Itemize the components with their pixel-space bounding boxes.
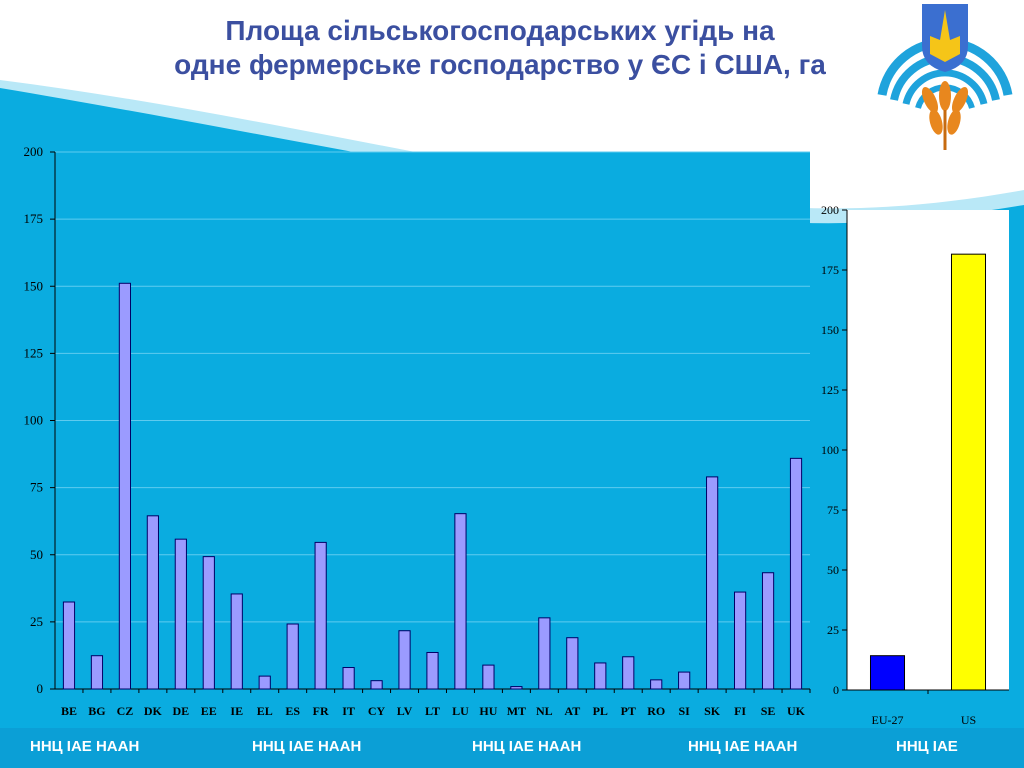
bar-nl	[538, 617, 551, 690]
y-tick-label: 200	[821, 203, 839, 217]
y-tick-label: 0	[833, 683, 839, 697]
x-tick-label: ES	[285, 704, 300, 718]
y-tick-label: 50	[827, 563, 839, 577]
x-tick-label: FR	[313, 704, 329, 718]
x-tick-label: SE	[761, 704, 776, 718]
bar-us	[950, 253, 987, 691]
footer-label: ННЦ ІАЕ НААН	[30, 738, 140, 755]
chart-title: Площа сільськогосподарських угідь на одн…	[60, 14, 940, 82]
x-tick-label: IE	[230, 704, 243, 718]
y-tick-label: 175	[821, 263, 839, 277]
bar-ro	[650, 679, 663, 690]
y-tick-label: 100	[24, 413, 44, 428]
bar-lt	[426, 651, 439, 690]
x-tick-label: HU	[479, 704, 497, 718]
footer-label: ННЦ ІАЕ НААН	[252, 738, 362, 755]
bar-bg	[90, 655, 104, 690]
footer-label: ННЦ ІАЕ	[896, 738, 958, 755]
x-tick-label: LU	[452, 704, 469, 718]
bar-mt	[510, 686, 523, 690]
x-tick-label: BE	[61, 704, 77, 718]
bar-el	[258, 675, 271, 690]
x-tick-label: FI	[734, 704, 746, 718]
footer-label: ННЦ ІАЕ НААН	[688, 738, 798, 755]
y-tick-label: 200	[24, 144, 44, 159]
y-tick-labels: 0 25 50 75 100 125 150 175 200	[24, 144, 55, 696]
bar-lv	[398, 630, 411, 690]
x-tick-label: BG	[88, 704, 105, 718]
x-tick-label: CY	[368, 704, 386, 718]
bars	[62, 282, 803, 690]
bar-cz	[118, 282, 131, 690]
x-tick-label: LV	[397, 704, 413, 718]
x-tick-label: US	[961, 713, 976, 727]
y-tick-label: 25	[30, 614, 43, 629]
x-tick-label: CZ	[117, 704, 134, 718]
y-tick-label: 50	[30, 547, 43, 562]
bar-cy	[370, 680, 383, 690]
y-tick-label: 150	[24, 278, 44, 293]
eu-us-bar-chart: 0 25 50 75 100 125 150 175 200 EU-27 US	[821, 203, 1009, 727]
bars	[869, 253, 987, 691]
y-tick-label: 0	[37, 681, 44, 696]
bar-ie	[230, 593, 243, 690]
bar-es	[286, 623, 299, 690]
bar-at	[566, 637, 579, 690]
bar-pt	[622, 656, 635, 690]
y-tick-labels: 0 25 50 75 100 125 150 175 200	[821, 203, 847, 697]
bar-pl	[594, 662, 607, 690]
bar-hu	[482, 664, 495, 690]
x-tick-labels: EU-27 US	[872, 690, 976, 727]
x-tick-label: MT	[507, 704, 526, 718]
y-tick-label: 25	[827, 623, 839, 637]
x-tick-label: UK	[787, 704, 806, 718]
y-tick-label: 125	[821, 383, 839, 397]
x-tick-label: PL	[593, 704, 608, 718]
x-tick-label: LT	[425, 704, 440, 718]
x-tick-label: PT	[621, 704, 636, 718]
x-tick-labels: BE BG CZ DK DE EE IE EL ES FR IT CY LV LT LU HU MT NL AT PL…	[61, 689, 811, 718]
x-tick-label: IT	[342, 704, 355, 718]
x-tick-label: NL	[536, 704, 553, 718]
bar-fr	[314, 541, 327, 690]
y-tick-label: 175	[24, 211, 44, 226]
bar-eu-27	[869, 655, 906, 691]
bar-it	[342, 667, 355, 690]
bar-se	[761, 572, 775, 690]
bar-be	[62, 601, 76, 690]
footer-label: ННЦ ІАЕ НААН	[472, 738, 582, 755]
x-tick-label: DE	[172, 704, 189, 718]
x-tick-label: EL	[257, 704, 273, 718]
title-line-2: одне фермерське господарство у ЄС і США,…	[174, 49, 826, 80]
y-tick-label: 100	[821, 443, 839, 457]
x-tick-label: SI	[678, 704, 690, 718]
x-tick-label: AT	[564, 704, 580, 718]
bar-lu	[454, 513, 467, 690]
bar-de	[174, 538, 187, 690]
x-tick-label: EU-27	[872, 713, 904, 727]
x-tick-label: SK	[704, 704, 721, 718]
bar-sk	[706, 476, 719, 690]
bar-uk	[789, 457, 803, 690]
bar-fi	[734, 591, 747, 690]
bar-ee	[202, 556, 215, 690]
x-tick-label: EE	[201, 704, 217, 718]
y-tick-label: 150	[821, 323, 839, 337]
bar-dk	[146, 515, 159, 690]
x-tick-label: RO	[647, 704, 665, 718]
bar-si	[678, 671, 691, 690]
title-line-1: Площа сільськогосподарських угідь на	[225, 15, 775, 46]
countries-bar-chart: 0 25 50 75 100 125 150 175 200 BE BG CZ DK DE EE IE EL E…	[24, 144, 811, 718]
x-tick-label: DK	[144, 704, 163, 718]
y-tick-label: 75	[30, 480, 43, 495]
y-tick-label: 75	[827, 503, 839, 517]
gridlines	[55, 151, 810, 623]
y-tick-label: 125	[24, 345, 44, 360]
trident-wheat-logo-icon	[873, 4, 1017, 152]
